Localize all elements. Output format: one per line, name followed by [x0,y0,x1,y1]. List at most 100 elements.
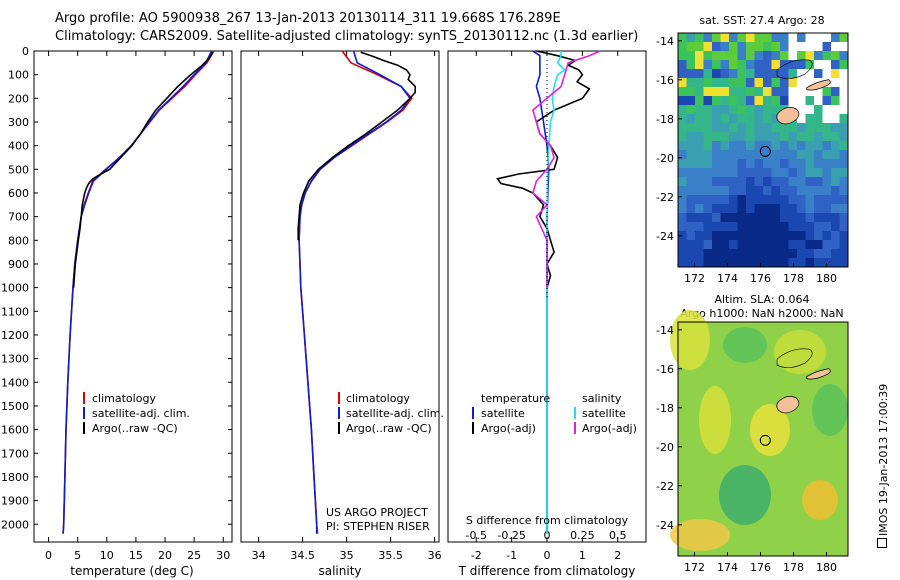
sst-cell [780,222,789,232]
sst-cell [805,195,815,205]
sst-cell [695,78,704,88]
island-vanua-levu [806,368,831,380]
sst-cell [780,195,789,205]
sst-cell [822,177,832,187]
x-tick-label: 35 [340,549,354,562]
legend-label-satellite: satellite-adj. clim. [92,407,190,420]
sst-cell [729,123,738,133]
sst-cell [814,132,823,142]
sst-cell [788,87,798,97]
sst-cell [695,177,704,187]
sst-cell [831,132,840,142]
sst-cell [686,186,696,196]
sst-cell [763,123,772,133]
sst-cell [771,42,781,52]
sst-cell [797,249,806,259]
sst-cell [797,186,806,196]
sst-cell [805,42,815,52]
sst-cell [720,141,730,151]
sst-cell [686,204,696,214]
sst-cell [678,87,687,97]
sst-cell [746,222,755,232]
sst-cell [780,258,789,268]
sst-heatmap-cells [678,33,849,268]
sst-cell [805,231,815,241]
sla-anomaly-patch [699,386,731,454]
sst-cell [822,51,832,61]
sst-cell [729,132,738,142]
sst-cell [788,78,798,88]
depth-tick-label: 200 [8,92,29,105]
sst-cell [720,258,730,268]
sst-cell [831,123,840,133]
sst-cell [763,222,772,232]
sst-cell [822,249,832,259]
sst-cell [678,177,687,187]
sst-cell [729,186,738,196]
sst-cell [822,105,832,115]
sst-cell [763,42,772,52]
sst-cell [712,249,721,259]
sst-cell [839,141,849,151]
sst-cell [712,186,721,196]
sst-cell [737,186,747,196]
sst-cell [695,114,704,124]
sst-cell [763,105,772,115]
sst-cell [737,51,747,61]
sst-cell [831,159,840,169]
map-x-tick-label: 176 [750,272,771,285]
sst-cell [729,42,738,52]
sst-cell [831,69,840,79]
sst-cell [703,123,713,133]
sst-cell [695,204,704,214]
sst-cell [805,105,815,115]
salinity-legend: climatology satellite-adj. clim. Argo(..… [338,392,444,435]
sst-cell [831,177,840,187]
depth-tick-label: 400 [8,140,29,153]
sst-cell [754,78,764,88]
sst-cell [695,60,704,70]
sst-cell [788,213,798,223]
sst-cell [763,96,772,106]
map-y-tick-label: -14 [656,35,674,48]
depth-tick-label: 700 [8,211,29,224]
sst-cell [839,195,849,205]
sst-cell [771,114,781,124]
sst-cell [788,204,798,214]
sst-cell [831,258,840,268]
sst-cell [729,195,738,205]
sst-cell [780,168,789,178]
sst-cell [695,222,704,232]
sst-cell [788,249,798,259]
sst-cell [763,186,772,196]
sst-cell [822,195,832,205]
sst-cell [754,87,764,97]
sst-cell [712,231,721,241]
sst-cell [822,168,832,178]
sst-cell [805,258,815,268]
sst-cell [771,51,781,61]
sst-cell [686,195,696,205]
sst-cell [737,213,747,223]
sst-cell [746,240,755,250]
sst-cell [678,114,687,124]
sst-cell [686,258,696,268]
x-tick-label: 0 [45,549,52,562]
sst-cell [831,87,840,97]
map-x-tick-label: 178 [783,561,804,574]
x-tick-label: 5 [74,549,81,562]
sst-cell [780,132,789,142]
sst-cell [763,204,772,214]
sst-cell [703,51,713,61]
sst-cell [797,204,806,214]
sst-cell [805,69,815,79]
sst-cell [805,78,815,88]
sst-cell [686,96,696,106]
sst-cell [797,33,806,43]
sst-cell [686,87,696,97]
sst-cell [686,69,696,79]
sst-cell [678,96,687,106]
sst-cell [839,87,849,97]
sst-cell [780,69,789,79]
sst-cell [822,123,832,133]
